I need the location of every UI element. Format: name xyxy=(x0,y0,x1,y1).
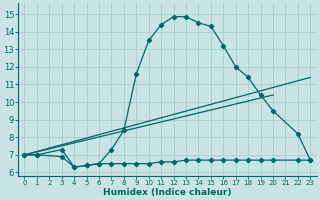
X-axis label: Humidex (Indice chaleur): Humidex (Indice chaleur) xyxy=(103,188,232,197)
